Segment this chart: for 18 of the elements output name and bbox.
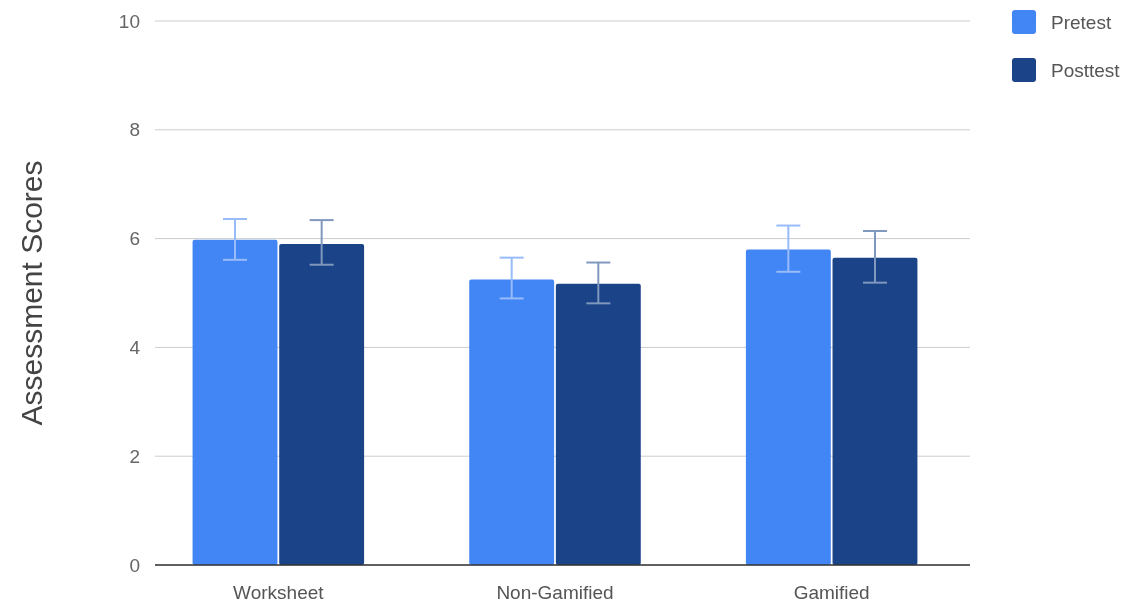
bar	[745, 249, 831, 565]
y-tick-label: 6	[129, 228, 140, 250]
y-tick-label: 2	[129, 445, 140, 467]
bar	[832, 257, 918, 565]
x-tick-label: Worksheet	[233, 582, 325, 603]
legend-label: Posttest	[1051, 59, 1121, 81]
y-tick-label: 8	[129, 119, 140, 141]
bar	[469, 279, 555, 565]
bar	[192, 239, 278, 565]
y-tick-label: 10	[118, 10, 140, 32]
x-tick-label: Gamified	[793, 582, 870, 603]
x-tick-label: Non-Gamified	[496, 582, 614, 603]
bar	[555, 283, 641, 565]
bar	[279, 244, 365, 565]
y-tick-label: 0	[129, 554, 140, 576]
legend-label: Pretest	[1051, 11, 1112, 33]
y-tick-label: 4	[129, 337, 141, 359]
y-axis-title: Assessment Scores	[15, 160, 48, 426]
